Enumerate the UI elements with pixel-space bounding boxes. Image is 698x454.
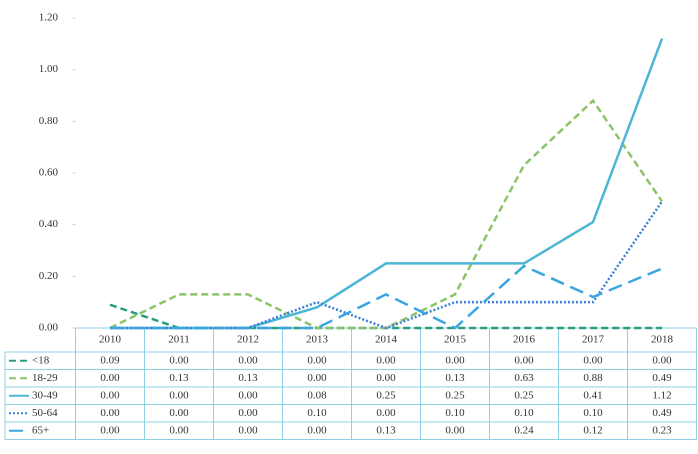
table-cell: 0.08	[307, 389, 327, 401]
table-cell: 0.00	[514, 354, 534, 366]
x-tick-label: 2011	[168, 334, 190, 346]
legend-label: 65+	[32, 424, 49, 436]
table-cell: 0.49	[652, 407, 672, 419]
series-line	[110, 264, 663, 330]
table-cell: 0.00	[652, 354, 672, 366]
table-cell: 0.00	[100, 389, 120, 401]
x-tick-label: 2017	[582, 334, 605, 346]
x-tick-label: 2010	[99, 334, 122, 346]
x-tick-label: 2012	[237, 334, 259, 346]
table-cell: 0.13	[238, 372, 258, 384]
table-cell: 0.25	[376, 389, 396, 401]
y-tick-label: 1.00	[39, 63, 59, 75]
table-cell: 0.00	[238, 389, 258, 401]
table-cell: 0.00	[376, 354, 396, 366]
table-cell: 0.00	[376, 407, 396, 419]
table-cell: 1.12	[652, 389, 671, 401]
table-cell: 0.10	[307, 407, 327, 419]
legend-label: 18-29	[32, 372, 58, 384]
table-cell: 0.10	[583, 407, 603, 419]
table-cell: 0.00	[100, 372, 120, 384]
table-cell: 0.63	[514, 372, 534, 384]
y-tick-label: 0.00	[39, 322, 59, 334]
table-cell: 0.00	[307, 424, 327, 436]
y-tick-label: 0.20	[39, 270, 59, 282]
table-cell: 0.25	[514, 389, 534, 401]
table-cell: 0.23	[652, 424, 672, 436]
table-cell: 0.00	[169, 424, 189, 436]
table-cell: 0.13	[445, 372, 465, 384]
table-cell: 0.10	[514, 407, 534, 419]
x-tick-label: 2014	[375, 334, 398, 346]
table-cell: 0.49	[652, 372, 672, 384]
table-cell: 0.13	[376, 424, 396, 436]
y-tick-label: 0.80	[39, 115, 59, 127]
series-line	[109, 303, 662, 330]
table-cell: 0.00	[238, 354, 258, 366]
x-tick-label: 2018	[651, 334, 674, 346]
table-cell: 0.24	[514, 424, 534, 436]
table-cell: 0.25	[445, 389, 465, 401]
table-cell: 0.00	[583, 354, 603, 366]
y-tick-label: 1.20	[39, 12, 59, 24]
x-tick-label: 2013	[306, 334, 329, 346]
table-cell: 0.00	[445, 424, 465, 436]
table-cell: 0.00	[238, 407, 258, 419]
table-cell: 0.10	[445, 407, 465, 419]
table-cell: 0.00	[376, 372, 396, 384]
series-line	[110, 38, 664, 330]
legend-label: 30-49	[32, 389, 58, 401]
table-cell: 0.88	[583, 372, 603, 384]
y-tick-label: 0.40	[39, 218, 59, 230]
table-cell: 0.00	[169, 354, 189, 366]
legend-label: <18	[32, 354, 50, 366]
table-cell: 0.00	[169, 389, 189, 401]
table-cell: 0.12	[583, 424, 602, 436]
table-cell: 0.09	[100, 354, 120, 366]
table-cell: 0.00	[307, 372, 327, 384]
table-cell: 0.41	[583, 389, 602, 401]
legend-label: 50-64	[32, 407, 58, 419]
table-cell: 0.00	[100, 424, 120, 436]
table-cell: 0.00	[169, 407, 189, 419]
table-cell: 0.00	[100, 407, 120, 419]
x-tick-label: 2016	[513, 334, 536, 346]
table-cell: 0.00	[238, 424, 258, 436]
table-cell: 0.13	[169, 372, 189, 384]
y-tick-label: 0.60	[39, 167, 59, 179]
table-cell: 0.00	[445, 354, 465, 366]
x-tick-label: 2015	[444, 334, 467, 346]
table-cell: 0.00	[307, 354, 327, 366]
